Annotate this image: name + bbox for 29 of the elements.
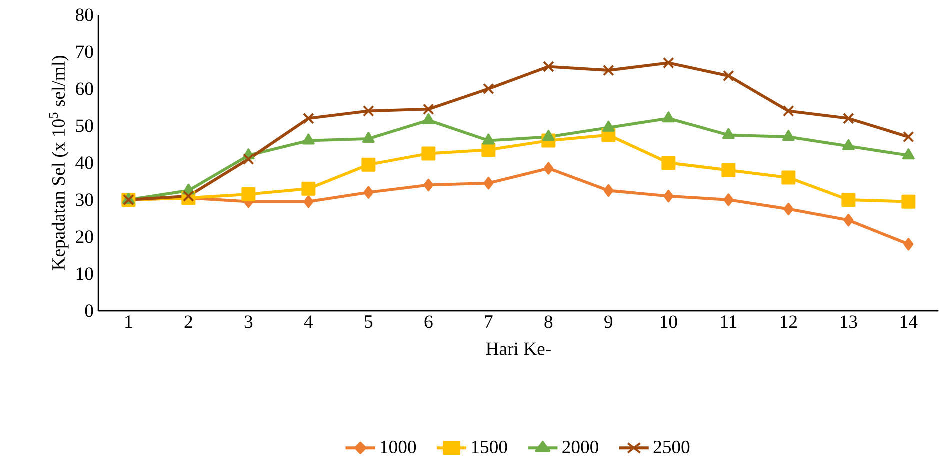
x-tick-label: 11 bbox=[721, 316, 737, 328]
x-tick-label: 10 bbox=[660, 316, 678, 328]
y-tick-label: 20 bbox=[76, 230, 94, 244]
y-tick-label: 70 bbox=[76, 46, 94, 58]
y-tick-label: 40 bbox=[76, 156, 94, 170]
x-tick-label: 13 bbox=[840, 316, 858, 328]
y-tick-label: 10 bbox=[76, 268, 94, 280]
y-tick-label: 60 bbox=[76, 82, 94, 96]
x-tick-label: 3 bbox=[244, 316, 253, 328]
x-tick-label: 2 bbox=[184, 316, 192, 328]
y-tick-label: 50 bbox=[76, 120, 94, 132]
x-tick-label: 8 bbox=[544, 316, 553, 328]
legend-label: 1000 bbox=[381, 440, 416, 454]
x-tick-label: 5 bbox=[365, 316, 373, 328]
y-tick-label: 0 bbox=[85, 304, 94, 318]
x-tick-label: 1 bbox=[126, 316, 132, 328]
y-tick-label: 30 bbox=[76, 194, 94, 206]
x-tick-label: 6 bbox=[424, 316, 433, 328]
x-tick-label: 12 bbox=[780, 316, 797, 328]
x-tick-label: 14 bbox=[900, 316, 918, 328]
legend-label: 2000 bbox=[562, 440, 598, 454]
x-tick-label: 4 bbox=[304, 316, 314, 328]
x-tick-label: 7 bbox=[485, 316, 493, 328]
y-tick-label: 80 bbox=[76, 8, 94, 22]
y-axis-title: Kepadatan Sel (x 10$^{5}$ sel/ml) bbox=[49, 56, 69, 270]
x-axis-title: Hari Ke- bbox=[486, 342, 551, 356]
legend-label: 2500 bbox=[654, 440, 690, 454]
legend-label: 1500 bbox=[472, 440, 508, 454]
x-tick-label: 9 bbox=[604, 316, 613, 328]
